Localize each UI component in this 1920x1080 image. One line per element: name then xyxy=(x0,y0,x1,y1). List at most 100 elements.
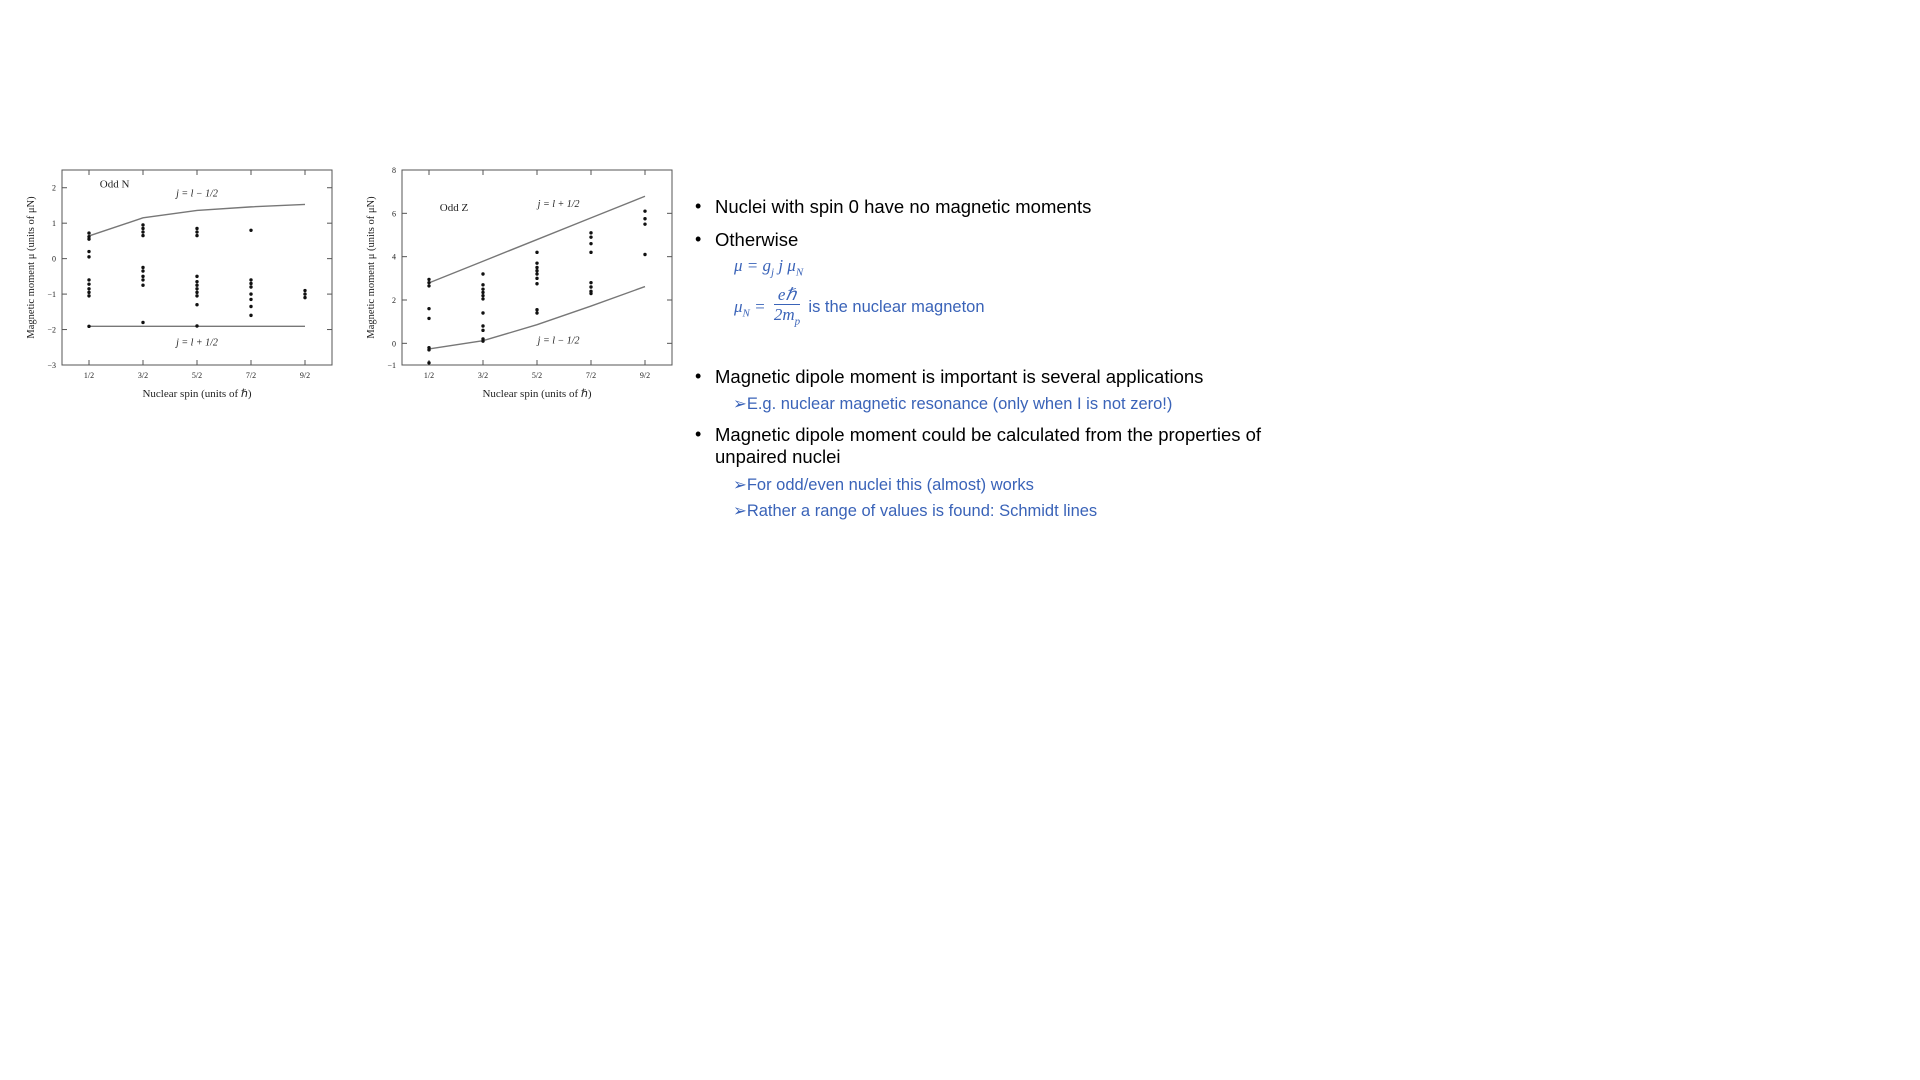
data-point xyxy=(589,241,593,246)
data-point xyxy=(589,285,593,289)
data-point xyxy=(87,278,91,282)
data-point xyxy=(535,276,539,281)
data-point xyxy=(249,297,253,302)
x-tick-label: 3/2 xyxy=(478,371,488,380)
nuclear-magneton-text: is the nuclear magneton xyxy=(808,298,985,317)
y-axis-label: Magnetic moment μ (units of μN) xyxy=(366,196,377,339)
data-point xyxy=(87,324,91,329)
bullet-dot-icon: • xyxy=(695,196,702,216)
data-point xyxy=(87,231,91,235)
data-point xyxy=(195,287,199,291)
inset-label: Odd Z xyxy=(440,202,469,214)
y-tick-label: 4 xyxy=(392,253,396,262)
schmidt-line xyxy=(88,203,306,237)
data-point xyxy=(141,278,145,282)
data-point xyxy=(249,278,253,282)
y-tick-label: −1 xyxy=(47,290,56,299)
x-tick-label: 3/2 xyxy=(138,371,148,380)
fraction-numerator: eℏ xyxy=(773,285,801,305)
data-point xyxy=(87,234,91,239)
data-point xyxy=(643,222,647,226)
x-tick-label: 9/2 xyxy=(300,371,310,380)
data-point xyxy=(195,233,199,238)
data-point xyxy=(141,320,145,325)
x-axis-label: Nuclear spin (units of ℏ) xyxy=(142,388,251,400)
odd-n-chart-svg: −3 −2 −1 0 1 2 1/2 3/2 5/2 7/2 9/2 Nuclear spin (un… xyxy=(26,169,333,400)
data-point xyxy=(195,303,199,307)
y-tick-label: −3 xyxy=(47,361,56,370)
data-point xyxy=(87,290,91,295)
data-point xyxy=(535,261,539,265)
y-tick-label: 2 xyxy=(392,296,396,305)
data-point xyxy=(535,272,539,276)
schmidt-line-label: j = l + 1/2 xyxy=(174,338,218,349)
odd-z-chart: −1 0 2 4 6 8 1/2 3/2 5/2 7/2 9/2 Nuclear spin (unit… xyxy=(360,160,690,410)
schmidt-line-label: j = l + 1/2 xyxy=(536,199,580,210)
data-point xyxy=(195,274,199,279)
data-point xyxy=(87,237,91,241)
data-point xyxy=(303,292,307,296)
y-tick-label: 0 xyxy=(52,255,56,264)
data-point xyxy=(249,292,253,296)
data-point xyxy=(249,285,253,289)
data-point xyxy=(643,209,647,213)
schmidt-line xyxy=(428,285,646,350)
data-point xyxy=(589,280,593,285)
data-point xyxy=(141,230,145,234)
x-tick-label: 7/2 xyxy=(586,371,596,380)
data-point xyxy=(481,311,485,315)
data-point xyxy=(481,283,485,287)
data-point xyxy=(141,226,145,231)
data-point xyxy=(195,294,199,298)
schmidt-line-label: j = l − 1/2 xyxy=(174,189,218,200)
data-point xyxy=(87,255,91,259)
data-point xyxy=(589,250,593,255)
data-point xyxy=(195,230,199,234)
y-tick-label: 6 xyxy=(392,209,396,218)
data-point xyxy=(535,265,539,270)
odd-n-chart: −3 −2 −1 0 1 2 1/2 3/2 5/2 7/2 9/2 Nuclear spin (un… xyxy=(20,160,350,410)
data-point xyxy=(535,269,539,273)
schmidt-line xyxy=(428,195,646,284)
equation-part: μ = g xyxy=(734,256,772,275)
x-tick-label: 7/2 xyxy=(246,371,256,380)
odd-z-chart-svg: −1 0 2 4 6 8 1/2 3/2 5/2 7/2 9/2 Nuclear spin (unit… xyxy=(366,166,673,400)
data-point xyxy=(249,313,253,318)
data-point xyxy=(427,348,431,352)
data-point xyxy=(643,217,647,221)
data-point xyxy=(535,311,539,315)
y-tick-label: 1 xyxy=(52,219,56,228)
data-point xyxy=(481,293,485,298)
equation-subscript: j xyxy=(771,266,775,279)
data-point xyxy=(481,272,485,276)
data-point xyxy=(481,328,485,333)
x-tick-label: 5/2 xyxy=(532,371,542,380)
data-point xyxy=(589,235,593,239)
data-point xyxy=(481,290,485,295)
x-tick-label: 9/2 xyxy=(640,371,650,380)
bullet-dot-icon: • xyxy=(695,424,702,444)
data-point xyxy=(535,282,539,286)
data-point xyxy=(249,304,253,309)
fraction: eℏ 2mp xyxy=(773,285,801,331)
data-point xyxy=(643,252,647,257)
y-tick-label: 8 xyxy=(392,166,396,175)
equation-subscript: p xyxy=(794,315,801,328)
data-point xyxy=(195,279,199,284)
x-tick-label: 1/2 xyxy=(84,371,94,380)
equation-part: μ xyxy=(734,297,743,317)
data-point xyxy=(303,288,307,293)
data-point xyxy=(87,249,91,254)
bullet-text: Magnetic dipole moment is important is s… xyxy=(715,366,1204,387)
data-point xyxy=(535,308,539,312)
y-tick-label: −2 xyxy=(47,326,56,335)
sub-bullet: ➢Rather a range of values is found: Schm… xyxy=(733,502,1098,520)
equation-subscript: N xyxy=(795,266,804,279)
bullet-text: Otherwise xyxy=(715,229,799,250)
data-point xyxy=(249,228,253,232)
data-point xyxy=(427,277,431,282)
data-point xyxy=(249,281,253,286)
data-point xyxy=(141,269,145,273)
data-point xyxy=(303,295,307,300)
data-point xyxy=(87,282,91,286)
